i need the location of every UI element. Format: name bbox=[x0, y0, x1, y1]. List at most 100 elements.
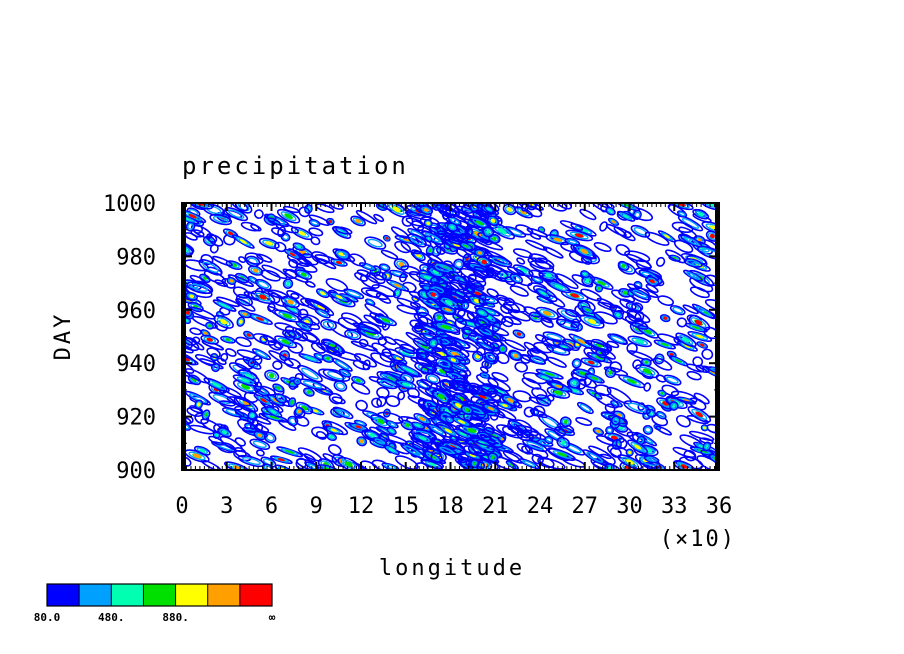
precip-cell bbox=[186, 406, 204, 417]
precip-cell bbox=[235, 336, 252, 348]
precip-cell bbox=[209, 213, 233, 226]
precip-cell bbox=[268, 350, 294, 367]
precip-cell bbox=[668, 401, 679, 411]
y-axis-label: DAY bbox=[51, 312, 76, 361]
precip-cell bbox=[375, 292, 392, 304]
precip-cell bbox=[447, 397, 470, 414]
colorbar-swatch bbox=[111, 584, 144, 606]
precip-cell bbox=[580, 357, 602, 368]
precip-cell bbox=[617, 454, 643, 470]
precip-cell bbox=[247, 265, 264, 276]
precip-cell bbox=[212, 255, 233, 267]
precip-cell bbox=[593, 241, 612, 253]
precip-cell bbox=[325, 278, 349, 292]
precip-cell bbox=[474, 319, 488, 330]
precip-cell bbox=[405, 331, 429, 347]
precip-cell bbox=[689, 286, 710, 299]
precip-cell bbox=[381, 348, 405, 362]
precip-cell bbox=[607, 333, 628, 346]
precip-cell bbox=[344, 329, 362, 341]
precip-cell bbox=[540, 317, 554, 328]
precip-cell bbox=[455, 248, 470, 259]
precip-cell bbox=[469, 437, 495, 448]
precip-cell bbox=[700, 424, 709, 432]
precip-cell bbox=[564, 309, 580, 318]
precip-cell bbox=[301, 253, 319, 266]
precip-cell bbox=[482, 226, 495, 238]
precip-cell bbox=[475, 307, 489, 318]
precip-cell bbox=[607, 217, 620, 226]
precip-cell bbox=[233, 405, 259, 420]
precip-cell bbox=[187, 374, 202, 386]
precip-cell bbox=[509, 273, 524, 284]
precip-cell bbox=[225, 348, 237, 357]
precip-cell bbox=[531, 453, 544, 465]
precip-cell bbox=[191, 315, 218, 329]
precip-cell bbox=[597, 301, 625, 313]
precip-cell bbox=[222, 386, 242, 398]
precip-cell bbox=[446, 222, 458, 232]
precip-cell bbox=[419, 204, 434, 216]
precip-cell bbox=[203, 270, 227, 285]
precip-cell bbox=[546, 280, 572, 294]
chart-title: precipitation bbox=[182, 152, 409, 180]
precip-cell bbox=[240, 221, 260, 232]
precip-cell bbox=[219, 435, 244, 452]
precip-cell bbox=[276, 446, 304, 458]
precip-cell bbox=[594, 384, 612, 397]
precip-cell bbox=[519, 203, 544, 211]
precip-cell bbox=[687, 331, 713, 342]
precip-cell bbox=[670, 390, 698, 404]
precip-cell bbox=[272, 360, 283, 370]
precip-cell bbox=[559, 416, 572, 428]
precip-cell bbox=[220, 352, 229, 362]
precip-cell bbox=[251, 348, 272, 361]
precip-cell bbox=[352, 359, 371, 371]
precip-cell bbox=[189, 274, 206, 285]
precip-cell bbox=[356, 436, 368, 447]
precip-cell bbox=[256, 253, 273, 263]
precip-cell bbox=[508, 425, 529, 439]
precip-cell bbox=[318, 368, 345, 382]
precip-cell bbox=[615, 244, 631, 256]
precip-cell bbox=[298, 353, 323, 364]
precip-cell bbox=[436, 246, 446, 255]
precip-cell bbox=[295, 269, 313, 280]
precip-cell bbox=[581, 305, 595, 315]
precip-cell bbox=[194, 354, 217, 366]
precip-cell bbox=[290, 226, 313, 241]
x-tick-label: 36 bbox=[706, 494, 733, 519]
precip-cell bbox=[521, 377, 542, 390]
precip-cell bbox=[326, 432, 337, 442]
y-tick-label: 980 bbox=[116, 245, 156, 270]
precip-cell bbox=[264, 405, 283, 418]
precip-field bbox=[182, 203, 719, 470]
precip-cell bbox=[556, 315, 567, 326]
precip-cell bbox=[366, 272, 386, 285]
precip-cell bbox=[527, 282, 548, 294]
precip-cell bbox=[593, 311, 618, 325]
precip-cell bbox=[584, 339, 613, 352]
precip-cell bbox=[535, 333, 547, 343]
precip-cell bbox=[474, 248, 486, 257]
precip-cell bbox=[231, 203, 249, 212]
precip-cell bbox=[503, 301, 527, 313]
precip-cell bbox=[696, 341, 709, 349]
precip-cell bbox=[605, 426, 615, 435]
precip-cell bbox=[512, 390, 532, 403]
precip-cell bbox=[317, 257, 337, 270]
precip-cell bbox=[359, 274, 380, 289]
precip-cell bbox=[436, 445, 458, 456]
precip-cell bbox=[521, 203, 530, 212]
precip-cell bbox=[238, 256, 247, 264]
precip-cell bbox=[524, 205, 543, 218]
precip-cell bbox=[283, 248, 302, 261]
precip-cell bbox=[702, 441, 712, 452]
precip-cell bbox=[459, 442, 487, 457]
precip-cell bbox=[509, 350, 523, 362]
precip-cell bbox=[431, 389, 451, 404]
precip-cell bbox=[314, 307, 331, 319]
precip-cell bbox=[430, 452, 443, 464]
precip-cell bbox=[635, 364, 660, 379]
colorbar-swatch bbox=[47, 584, 80, 606]
